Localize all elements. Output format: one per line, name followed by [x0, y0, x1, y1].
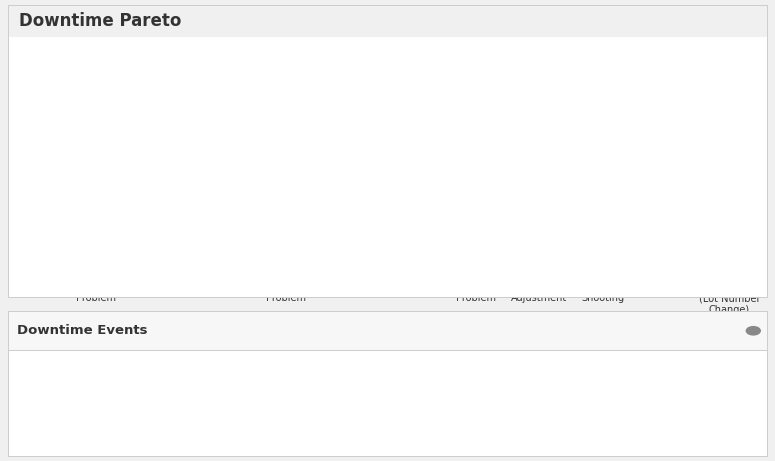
Text: Star-02: Star-02 — [293, 446, 328, 456]
Text: Downtime Pareto: Downtime Pareto — [19, 12, 182, 30]
Bar — [140, 192, 178, 279]
Text: Mar 02, 2017 03:29:4...: Mar 02, 2017 03:29:4... — [12, 446, 126, 456]
Bar — [330, 251, 368, 279]
Bar — [584, 266, 622, 279]
Text: 3 minutes, 31 seconds: 3 minutes, 31 seconds — [156, 431, 267, 441]
Text: Workcenter: Workcenter — [293, 358, 361, 367]
Text: Start: Start — [12, 358, 41, 367]
Text: Downtime Events: Downtime Events — [17, 324, 147, 337]
Text: Machine Problem: Machine Problem — [380, 416, 464, 426]
Text: Mar 02, 2017 05:30:2...: Mar 02, 2017 05:30:2... — [12, 431, 126, 441]
Bar — [204, 246, 242, 279]
Text: Feb 27, 2017 04:13:3...: Feb 27, 2017 04:13:3... — [12, 416, 125, 426]
Text: Unplanned: Unplanned — [611, 446, 664, 456]
Text: Reason: Reason — [380, 358, 423, 367]
Text: Part eject problem: Part eject problem — [467, 446, 557, 456]
Bar — [457, 265, 495, 279]
Text: Trouble Shooting: Trouble Shooting — [380, 431, 462, 441]
Text: i: i — [752, 326, 755, 335]
Text: Unplanned: Unplanned — [611, 431, 664, 441]
Text: Planned: Planned — [611, 358, 660, 367]
Text: Star-15: Star-15 — [293, 416, 328, 426]
Text: 4 minutes, 24 seconds: 4 minutes, 24 seconds — [156, 446, 267, 456]
FancyBboxPatch shape — [372, 375, 467, 404]
FancyBboxPatch shape — [460, 375, 611, 404]
Bar — [710, 278, 748, 279]
Text: Star-10: Star-10 — [293, 431, 328, 441]
Text: Message ▲₂: Message ▲₂ — [467, 358, 535, 367]
Text: Unplanned: Unplanned — [611, 416, 664, 426]
Bar — [394, 259, 432, 279]
Bar — [520, 265, 558, 279]
Bar — [267, 247, 305, 279]
FancyBboxPatch shape — [285, 375, 380, 404]
Y-axis label: Minutes of Downtime: Minutes of Downtime — [21, 100, 34, 225]
Text: Conveyor belt stacked: Conveyor belt stacked — [467, 431, 577, 441]
Bar — [78, 147, 115, 279]
Text: Back fin alarm: Back fin alarm — [467, 416, 538, 426]
Text: Duration: Duration — [156, 358, 208, 367]
Bar — [647, 276, 685, 279]
Text: Machine Problem: Machine Problem — [380, 446, 464, 456]
Text: 1 minute, 54 seconds: 1 minute, 54 seconds — [156, 416, 261, 426]
